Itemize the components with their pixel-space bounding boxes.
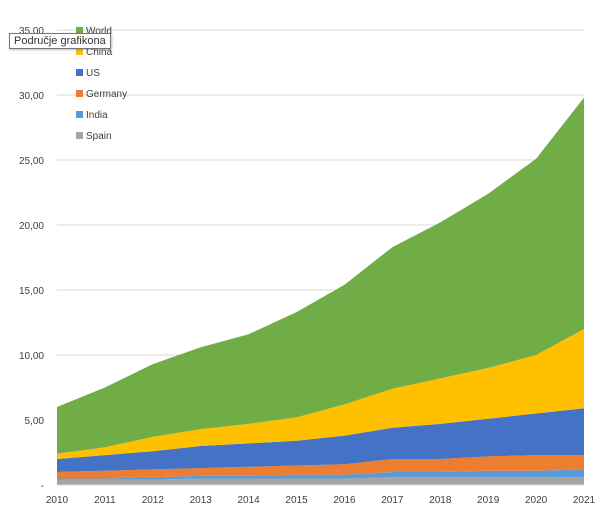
legend-label-china: China	[86, 47, 113, 58]
x-tick-label-2017: 2017	[381, 495, 404, 506]
y-tick-label-2: 10,00	[19, 351, 44, 362]
legend-swatch-germany	[76, 90, 83, 97]
x-tick-label-2019: 2019	[477, 495, 500, 506]
y-tick-label-1: 5,00	[25, 416, 45, 427]
gridlines	[57, 29, 584, 421]
area-china	[57, 329, 584, 459]
series-areas	[57, 97, 584, 485]
area-india	[57, 469, 584, 480]
area-world	[57, 97, 584, 454]
chart-area-tooltip: Područje grafikona	[9, 33, 111, 49]
legend-swatch-us	[76, 69, 83, 76]
y-tick-label-6: 30,00	[19, 91, 44, 102]
x-tick-label-2016: 2016	[333, 495, 356, 506]
x-tick-label-2010: 2010	[46, 495, 69, 506]
y-tick-label-7: 35,00	[19, 26, 44, 37]
legend-label-germany: Germany	[86, 89, 127, 100]
axes: - 5,00 10,00 15,00 20,00 25,00 30,00 35,00 2010 2…	[19, 26, 596, 506]
x-tick-label-2018: 2018	[429, 495, 452, 506]
legend-swatch-india	[76, 111, 83, 118]
legend-swatch-spain	[76, 132, 83, 139]
area-germany	[57, 455, 584, 479]
y-tick-label-5: 25,00	[19, 156, 44, 167]
y-tick-label-4: 20,00	[19, 221, 44, 232]
area-spain	[57, 477, 584, 485]
area-us	[57, 408, 584, 472]
legend-label-world: World	[86, 26, 112, 37]
legend-swatch-world	[76, 27, 83, 34]
x-tick-label-2014: 2014	[238, 495, 261, 506]
x-tick-label-2013: 2013	[190, 495, 213, 506]
legend-label-spain: Spain	[86, 131, 112, 142]
x-tick-label-2015: 2015	[285, 495, 308, 506]
y-tick-label-0: -	[41, 481, 44, 492]
legend-label-us: US	[86, 68, 100, 79]
x-tick-label-2012: 2012	[142, 495, 165, 506]
x-tick-label-2020: 2020	[525, 495, 548, 506]
legend-label-india: India	[86, 110, 108, 121]
legend-swatch-china	[76, 48, 83, 55]
legend[interactable]: World China US Germany India Spain	[76, 26, 127, 142]
x-tick-label-2011: 2011	[94, 495, 116, 506]
y-tick-label-3: 15,00	[19, 286, 44, 297]
x-tick-label-2021: 2021	[573, 495, 596, 506]
